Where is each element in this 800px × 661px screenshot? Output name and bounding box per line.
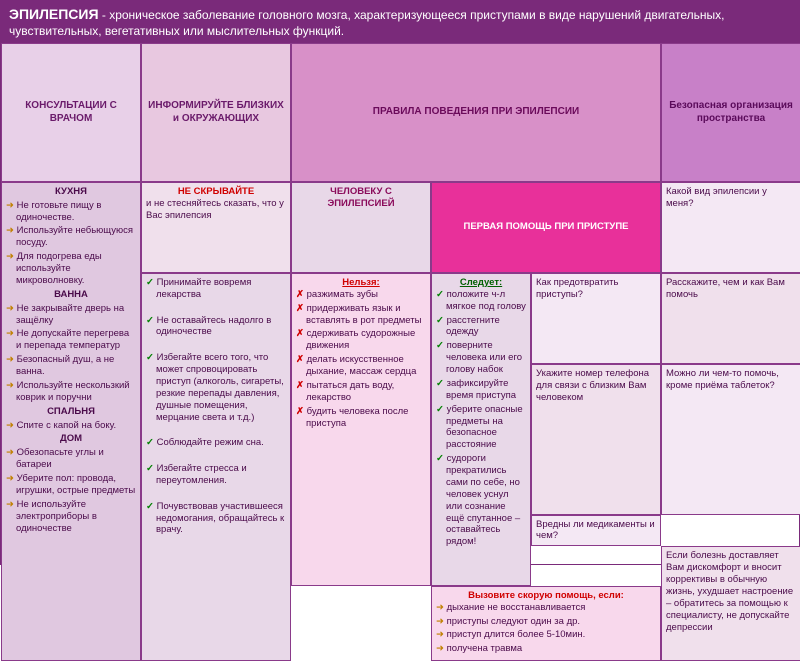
q2: Как предотвратить приступы? xyxy=(531,273,661,364)
k3: Для подогрева еды используйте микроволно… xyxy=(6,251,136,287)
p4: Соблюдайте режим сна. xyxy=(146,437,286,449)
h2: Уберите пол: провода, игрушки, острые пр… xyxy=(6,473,136,497)
k2: Используйте небьющуюся посуду. xyxy=(6,225,136,249)
home-title: ДОМ xyxy=(6,433,136,445)
p6: Почувствовав участившееся недомогания, о… xyxy=(146,501,286,537)
n1: разжимать зубы xyxy=(296,289,426,301)
bath-title: ВАННА xyxy=(6,289,136,301)
h3: Не используйте электроприборы в одиночес… xyxy=(6,499,136,535)
q5: Вредны ли медикаменты и чем? xyxy=(531,515,661,547)
bed-title: СПАЛЬНЯ xyxy=(6,406,136,418)
content-grid: КОНСУЛЬТАЦИИ С ВРАЧОМ ИНФОРМИРУЙТЕ БЛИЗК… xyxy=(1,43,799,661)
p2: Не оставайтесь надолго в одиночестве xyxy=(146,315,286,339)
q1: Какой вид эпилепсии у меня? xyxy=(661,182,800,273)
p5: Избегайте стресса и переутомления. xyxy=(146,463,286,487)
safety-column: КУХНЯ Не готовьте пищу в одиночестве. Ис… xyxy=(1,182,141,661)
sled-title: Следует: xyxy=(436,277,526,289)
ambulance: Вызовите скорую помощь, если: дыхание не… xyxy=(431,586,661,661)
sub-hide: НЕ СКРЫВАЙТЕ и не стесняйтесь сказать, ч… xyxy=(141,182,291,273)
b3: Безопасный душ, а не ванна. xyxy=(6,354,136,378)
header-inform: ИНФОРМИРУЙТЕ БЛИЗКИХ и ОКРУЖАЮЩИХ xyxy=(141,43,291,182)
s1: положите ч-л мягкое под голову xyxy=(436,289,526,313)
nel-title: Нельзя: xyxy=(296,277,426,289)
main-title: ЭПИЛЕПСИЯ - хроническое заболевание голо… xyxy=(1,1,799,43)
s5: уберите опасные предметы на безопасное р… xyxy=(436,404,526,452)
title-bold: ЭПИЛЕПСИЯ xyxy=(9,6,99,22)
h1: Обезопасьте углы и батареи xyxy=(6,447,136,471)
sub-first-aid: ПЕРВАЯ ПОМОЩЬ ПРИ ПРИСТУПЕ xyxy=(431,182,661,273)
b2: Не допускайте перегрева и перепада темпе… xyxy=(6,328,136,352)
bd1: Спите с капой на боку. xyxy=(6,420,136,432)
amb-title: Вызовите скорую помощь, если: xyxy=(436,590,656,602)
n4: делать искусственное дыхание, массаж сер… xyxy=(296,354,426,378)
k1: Не готовьте пищу в одиночестве. xyxy=(6,200,136,224)
i3: Укажите номер телефона для связи с близк… xyxy=(531,364,661,515)
n2: придерживать язык и вставлять в рот пред… xyxy=(296,303,426,327)
should: Следует: положите ч-л мягкое под голову … xyxy=(431,273,531,586)
header-rules: ПРАВИЛА ПОВЕДЕНИЯ ПРИ ЭПИЛЕПСИИ xyxy=(291,43,661,182)
a1: дыхание не восстанавливается xyxy=(436,602,656,614)
header-safety: Безопасная организация пространства xyxy=(661,43,800,182)
sub-h-title: НЕ СКРЫВАЙТЕ xyxy=(146,186,286,198)
s4: зафиксируйте время приступа xyxy=(436,378,526,402)
s6: судороги прекратились сами по себе, но ч… xyxy=(436,453,526,548)
i5: Если болезнь доставляет Вам дискомфорт и… xyxy=(661,546,800,661)
q4: Можно ли чем-то помочь, кроме приёма таб… xyxy=(661,364,800,515)
header-consult: КОНСУЛЬТАЦИИ С ВРАЧОМ xyxy=(1,43,141,182)
person-rules: Принимайте вовремя лекарства Не оставайт… xyxy=(141,273,291,661)
kitchen-title: КУХНЯ xyxy=(6,186,136,198)
b4: Используйте нескользкий коврик и поручни xyxy=(6,380,136,404)
a2: приступы следуют один за др. xyxy=(436,616,656,628)
forbidden: Нельзя: разжимать зубы придерживать язык… xyxy=(291,273,431,586)
b1: Не закрывайте дверь на защёлку xyxy=(6,303,136,327)
i2: Расскажите, чем и как Вам помочь xyxy=(661,273,800,364)
p1: Принимайте вовремя лекарства xyxy=(146,277,286,301)
p3: Избегайте всего того, что может спровоци… xyxy=(146,352,286,423)
infographic: ЭПИЛЕПСИЯ - хроническое заболевание голо… xyxy=(0,0,800,565)
sub-person: ЧЕЛОВЕКУ С ЭПИЛЕПСИЕЙ xyxy=(291,182,431,273)
a4: получена травма xyxy=(436,643,656,655)
title-rest: - хроническое заболевание головного мозг… xyxy=(9,8,724,38)
n6: будить человека после приступа xyxy=(296,406,426,430)
s3: поверните человека или его голову набок xyxy=(436,340,526,376)
sub-h-text: и не стесняйтесь сказать, что у Вас эпил… xyxy=(146,198,286,222)
n3: сдерживать судорожные движения xyxy=(296,328,426,352)
s2: расстегните одежду xyxy=(436,315,526,339)
a3: приступ длится более 5-10мин. xyxy=(436,629,656,641)
n5: пытаться дать воду, лекарство xyxy=(296,380,426,404)
